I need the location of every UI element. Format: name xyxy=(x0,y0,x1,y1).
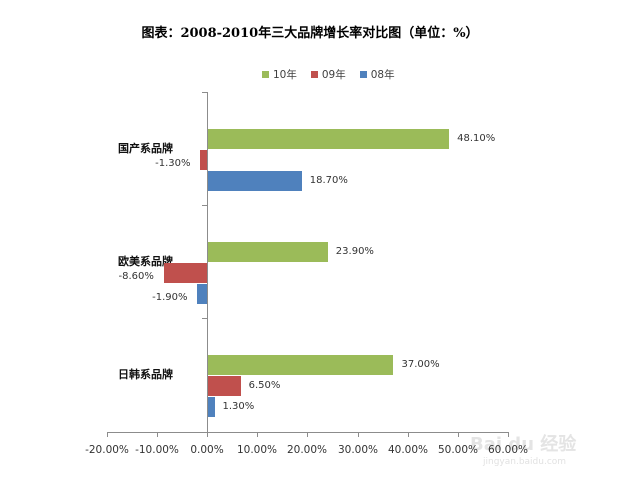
value-tick xyxy=(157,432,158,437)
category-tick xyxy=(202,318,207,319)
bar-09年 xyxy=(200,150,207,170)
value-tick-label: 20.00% xyxy=(286,444,328,456)
bar-09年 xyxy=(163,263,207,283)
legend-item-09: 09年 xyxy=(310,67,346,82)
data-label: -8.60% xyxy=(118,271,154,282)
bar-08年 xyxy=(208,171,302,191)
value-tick-label: 40.00% xyxy=(387,444,429,456)
category-tick xyxy=(202,205,207,206)
legend-swatch-green xyxy=(262,71,269,78)
bar-10年 xyxy=(208,129,450,149)
data-label: -1.30% xyxy=(155,158,191,169)
legend-item-08: 08年 xyxy=(359,67,395,82)
value-tick-label: 10.00% xyxy=(236,444,278,456)
legend-label: 08年 xyxy=(370,69,395,81)
chart-title: 图表：2008-2010年三大品牌增长率对比图（单位：%） xyxy=(141,26,479,41)
watermark-logo: Bai du 经验 xyxy=(470,434,577,455)
legend-swatch-red xyxy=(310,71,318,78)
legend-swatch-blue xyxy=(359,71,367,78)
value-tick-label: 50.00% xyxy=(437,444,479,456)
data-label: 6.50% xyxy=(248,380,281,391)
legend-item-10: 10年 xyxy=(262,67,297,82)
legend-label: 10年 xyxy=(273,69,297,81)
legend-label: 09年 xyxy=(321,69,346,81)
data-label: 23.90% xyxy=(335,246,374,257)
bar-09年 xyxy=(208,376,241,396)
value-tick-label: 0.00% xyxy=(190,444,224,456)
watermark-url: jingyan.baidu.com xyxy=(483,457,567,467)
bar-10年 xyxy=(208,355,394,375)
value-tick xyxy=(408,432,409,437)
data-label: -1.90% xyxy=(152,292,188,303)
bar-08年 xyxy=(208,397,215,417)
category-tick xyxy=(202,92,207,93)
value-tick xyxy=(458,432,459,437)
value-tick-label: -20.00% xyxy=(85,444,129,456)
value-tick xyxy=(307,432,308,437)
value-tick xyxy=(358,432,359,437)
value-tick xyxy=(107,432,108,437)
value-tick xyxy=(257,432,258,437)
value-tick-label: -10.00% xyxy=(135,444,179,456)
category-label: 日韩系品牌 xyxy=(118,368,173,381)
category-label: 国产系品牌 xyxy=(118,142,173,155)
value-tick-label: 60.00% xyxy=(487,444,529,456)
bar-10年 xyxy=(208,242,328,262)
value-tick-label: 30.00% xyxy=(337,444,379,456)
data-label: 18.70% xyxy=(309,175,348,186)
category-label: 欧美系品牌 xyxy=(118,255,173,268)
data-label: 37.00% xyxy=(401,359,440,370)
category-axis xyxy=(207,92,208,433)
value-axis xyxy=(107,432,509,433)
value-tick xyxy=(508,432,509,437)
bar-08年 xyxy=(197,284,207,304)
data-label: 48.10% xyxy=(457,133,496,144)
data-label: 1.30% xyxy=(222,401,255,412)
legend: 10年 09年 08年 xyxy=(262,67,395,82)
value-tick xyxy=(207,432,208,437)
